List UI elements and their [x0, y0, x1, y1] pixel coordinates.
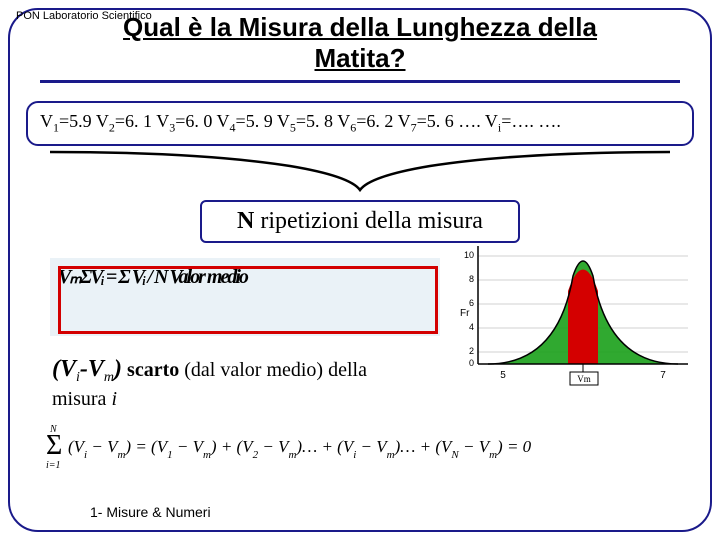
footer-text: 1- Misure & Numeri	[90, 504, 211, 520]
svg-text:Σ: Σ	[46, 430, 62, 461]
title-underline	[40, 80, 680, 83]
distribution-chart: Vm 0 2 4 6 8 10 5 7 Fr	[448, 236, 698, 386]
slide-frame: PON Laboratorio Scientifico Qual è la Mi…	[8, 8, 712, 532]
repetitions-box: N ripetizioni della misura	[200, 200, 520, 243]
svg-text:(Vi − Vm) = (V1 − Vm) + (V2 −: (Vi − Vm) = (V1 − Vm) + (V2 − Vm)… + (Vi…	[68, 437, 532, 461]
svg-text:5: 5	[500, 370, 506, 381]
v3: V3=6. 0	[156, 111, 212, 131]
v1: V1=5.9	[40, 111, 92, 131]
brace-icon	[40, 146, 680, 194]
svg-text:i=1: i=1	[46, 460, 61, 471]
svg-text:2: 2	[469, 346, 474, 356]
v6: V6=6. 2	[337, 111, 393, 131]
v7: V7=5. 6	[398, 111, 454, 131]
svg-text:7: 7	[660, 370, 666, 381]
rep-text: ripetizioni della misura	[254, 208, 483, 234]
scarto-label: scarto	[127, 359, 179, 381]
svg-text:4: 4	[469, 322, 474, 332]
scarto-text: (Vi-Vm) scarto (dal valor medio) della m…	[52, 354, 452, 412]
svg-text:6: 6	[469, 298, 474, 308]
v2: V2=6. 1	[96, 111, 152, 131]
title-line1: Qual è la Misura della Lunghezza della	[123, 12, 597, 42]
rep-N: N	[237, 208, 254, 234]
values-box: V1=5.9 V2=6. 1 V3=6. 0 V4=5. 9 V5=5. 8 V…	[26, 101, 694, 146]
chart-ylabel: Fr	[460, 308, 470, 319]
v4: V4=5. 9	[217, 111, 273, 131]
tail: …. V	[458, 111, 498, 131]
header-label: PON Laboratorio Scientifico	[16, 10, 152, 22]
chart-vm-label: Vm	[577, 374, 591, 384]
v5: V5=5. 8	[277, 111, 333, 131]
title-line2: Matita?	[315, 43, 406, 73]
svg-text:0: 0	[469, 358, 474, 368]
svg-text:10: 10	[464, 250, 474, 260]
svg-text:8: 8	[469, 274, 474, 284]
highlight-rect	[58, 266, 438, 334]
sum-formula: N Σ i=1 (Vi − Vm) = (V1 − Vm) + (V2 − Vm…	[46, 418, 686, 473]
